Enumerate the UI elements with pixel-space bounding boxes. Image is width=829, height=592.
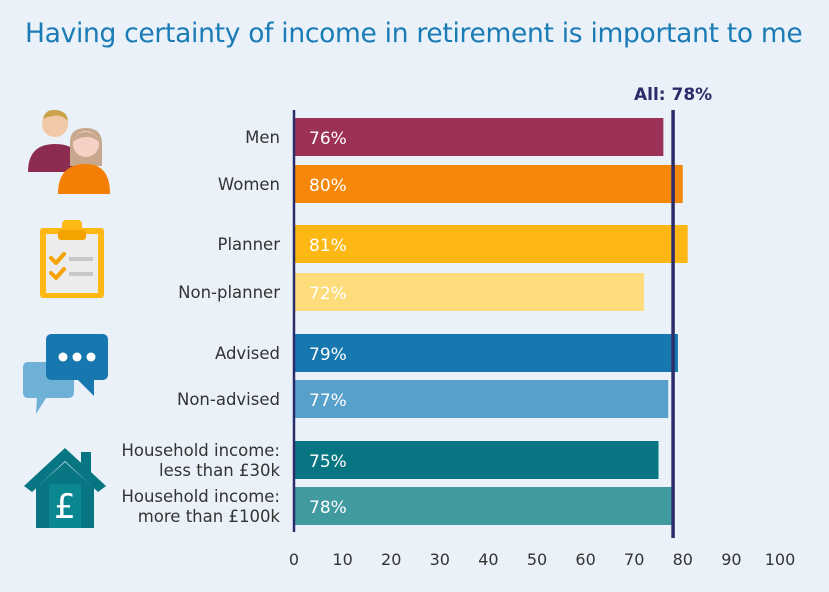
category-label-6-line-0: Household income:	[121, 441, 280, 460]
bar-value-label-1: 80%	[309, 176, 347, 196]
x-tick-label-100: 100	[765, 550, 796, 569]
chat-bubbles-icon	[23, 334, 108, 414]
clipboard-checklist-icon	[40, 220, 104, 298]
bar-value-label-6: 75%	[309, 452, 347, 472]
category-label-4: Advised	[215, 344, 280, 363]
x-tick-label-60: 60	[575, 550, 595, 569]
x-tick-label-0: 0	[289, 550, 299, 569]
x-tick-label-30: 30	[430, 550, 450, 569]
bar-value-label-3: 72%	[309, 284, 347, 304]
x-tick-label-50: 50	[527, 550, 547, 569]
people-icon	[28, 109, 110, 194]
bar-7	[294, 487, 674, 525]
bar-value-label-4: 79%	[309, 345, 347, 365]
x-tick-label-10: 10	[332, 550, 352, 569]
category-label-6-line-1: less than £30k	[159, 461, 280, 480]
bar-value-label-7: 78%	[309, 498, 347, 518]
x-tick-label-80: 80	[673, 550, 693, 569]
bar-5	[294, 380, 669, 418]
bar-value-label-5: 77%	[309, 391, 347, 411]
category-label-2: Planner	[218, 235, 281, 254]
category-label-5: Non-advised	[177, 390, 280, 409]
category-label-7-line-1: more than £100k	[138, 507, 281, 526]
category-label-7-line-0: Household income:	[121, 487, 280, 506]
house-pound-icon: £	[24, 448, 106, 528]
x-tick-label-90: 90	[721, 550, 741, 569]
x-tick-label-40: 40	[478, 550, 498, 569]
bar-6	[294, 441, 659, 479]
category-label-0: Men	[245, 128, 280, 147]
bar-value-label-0: 76%	[309, 129, 347, 149]
x-tick-label-20: 20	[381, 550, 401, 569]
category-label-3: Non-planner	[178, 283, 280, 302]
reference-line-label: All: 78%	[634, 85, 712, 105]
bar-1	[294, 165, 683, 203]
svg-text:£: £	[54, 487, 76, 527]
chart-title: Having certainty of income in retirement…	[25, 18, 803, 49]
bar-3	[294, 273, 644, 311]
bar-value-label-2: 81%	[309, 236, 347, 256]
x-tick-label-70: 70	[624, 550, 644, 569]
bar-0	[294, 118, 664, 156]
category-label-1: Women	[218, 175, 280, 194]
bar-4	[294, 334, 678, 372]
bar-2	[294, 225, 688, 263]
